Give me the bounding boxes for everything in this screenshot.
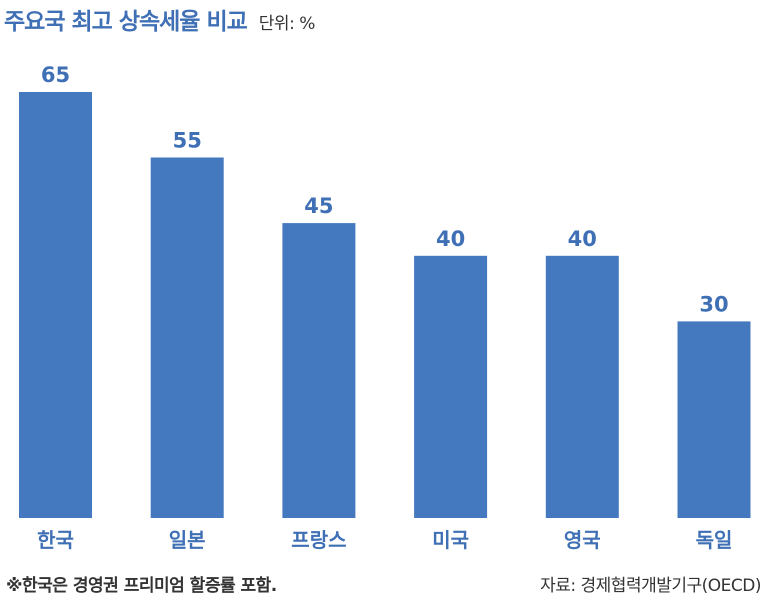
chart-header: 주요국 최고 상속세율 비교 단위: % [4, 2, 315, 36]
unit-label: 단위: % [258, 14, 316, 34]
chart-title: 주요국 최고 상속세율 비교 [4, 9, 248, 35]
bar-5 [677, 321, 751, 518]
bar-3 [414, 255, 488, 519]
value-label-2: 45 [304, 194, 333, 218]
source-note: 자료: 경제협력개발기구(OECD) [540, 576, 761, 596]
category-label-5: 독일 [696, 528, 733, 552]
bar-0 [19, 92, 92, 518]
category-label-0: 한국 [37, 528, 74, 552]
category-label-4: 영국 [564, 528, 601, 552]
value-label-5: 30 [699, 292, 728, 316]
category-label-3: 미국 [432, 528, 469, 552]
bar-2 [282, 223, 356, 518]
category-label-1: 일본 [169, 528, 206, 552]
value-label-3: 40 [436, 227, 465, 251]
bar-4 [545, 255, 619, 519]
bar-1 [150, 157, 224, 518]
value-label-4: 40 [568, 227, 597, 251]
category-label-2: 프랑스 [291, 528, 346, 552]
value-label-0: 65 [41, 63, 70, 87]
value-label-1: 55 [173, 129, 202, 153]
footnote: ※한국은 경영권 프리미엄 할증률 포함. [6, 576, 277, 596]
